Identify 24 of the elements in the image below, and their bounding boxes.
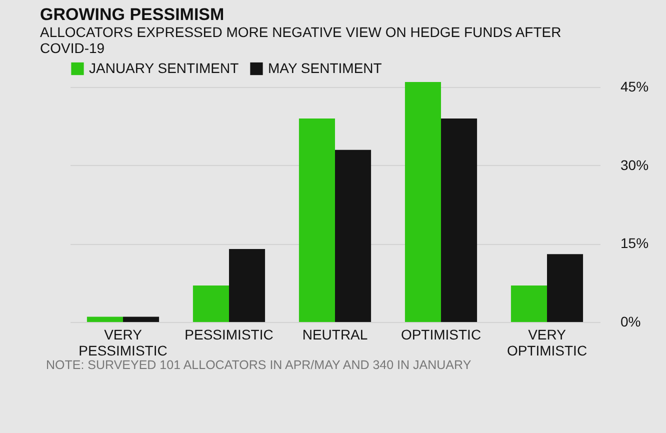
x-tick-label: VERY OPTIMISTIC [506, 326, 588, 358]
bar [404, 82, 441, 322]
text: NOTE: SURVEYED 101 ALLOCATORS IN APR/MAY AND 340 IN JANUARY [46, 358, 472, 372]
x-tick-label: VERY PESSIMISTIC [78, 326, 168, 358]
chart-subtitle: ALLOCATORS EXPRESSED MORE NEGATIVE VIEW ON HEDGE FUNDS AFTER COVID-19 [40, 24, 562, 56]
bar [441, 118, 478, 322]
bar [229, 248, 266, 322]
bar [298, 118, 335, 322]
x-tick-label: OPTIMISTIC [400, 326, 482, 342]
legend-label: JANUARY SENTIMENT [89, 60, 240, 76]
chart-title: GROWING PESSIMISM [40, 5, 224, 24]
x-tick-label: NEUTRAL [302, 326, 368, 342]
legend-label: MAY SENTIMENT [268, 60, 382, 76]
bar [335, 150, 372, 322]
y-tick-label: 30% [620, 156, 649, 173]
y-tick-label: 45% [620, 78, 649, 95]
y-tick-label: 15% [620, 235, 649, 252]
bar [510, 285, 547, 322]
bar [547, 254, 584, 322]
y-tick-label: 0% [620, 314, 641, 330]
x-tick-label: PESSIMISTIC [184, 326, 274, 342]
bar [192, 285, 229, 322]
bar [123, 316, 160, 322]
bar [86, 316, 123, 322]
